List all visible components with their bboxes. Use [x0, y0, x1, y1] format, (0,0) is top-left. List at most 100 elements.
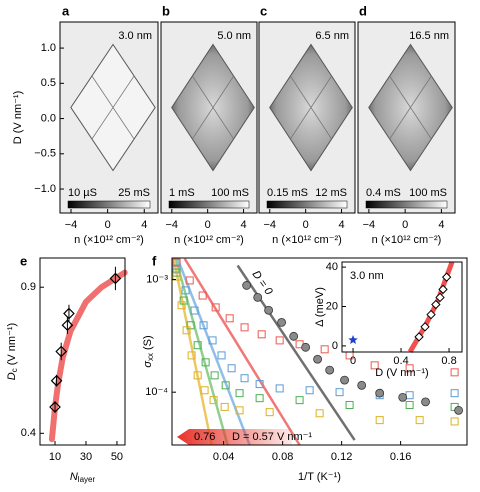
x-tick-label: 0.12 [331, 451, 352, 463]
y-axis-title: Dc (V nm⁻¹) [6, 323, 19, 380]
data-point [275, 336, 284, 345]
data-point [199, 321, 208, 330]
plot-frame [357, 21, 456, 214]
x-axis-title: 1/T (K⁻¹) [298, 471, 341, 483]
x-tick-label: 0 [402, 219, 408, 231]
inset-annotation: 3.0 nm [350, 270, 384, 282]
data-point [172, 264, 181, 273]
colorbar-label: 0.4 mS [366, 187, 401, 199]
heatmap-feature [91, 75, 135, 140]
data-point [441, 272, 452, 282]
data-point [253, 293, 263, 302]
data-point [375, 416, 384, 425]
fit-line [174, 258, 229, 446]
data-point [340, 375, 349, 385]
data-point [181, 286, 190, 295]
y-tick-label: 10⁻³ [146, 273, 168, 285]
data-point [450, 389, 459, 398]
data-point [55, 345, 68, 358]
data-point [435, 292, 445, 303]
y-tick-label: 1.0 [41, 42, 56, 54]
panel-annotation: 5.0 nm [217, 30, 251, 42]
colorbar-label: 10 µS [68, 187, 97, 199]
y-tick-label: 20 [326, 300, 338, 312]
colorbar-label: 12 mS [315, 187, 347, 199]
colorbar [168, 200, 250, 209]
data-point [198, 291, 207, 300]
colorbar-label: 100 mS [211, 187, 249, 199]
data-point [235, 389, 244, 398]
panel-annotation: 16.5 nm [409, 30, 449, 42]
data-point [375, 388, 385, 398]
colorbar [67, 200, 151, 209]
data-point [454, 405, 463, 415]
annotation-arrow [177, 429, 292, 445]
x-tick-label: 0.8 [441, 355, 456, 367]
data-point [305, 386, 314, 395]
data-point [301, 342, 311, 352]
data-point [227, 364, 236, 373]
x-tick-label: 30 [80, 451, 92, 463]
data-point [49, 401, 61, 413]
x-axis-title: n (×10¹² cm⁻²) [174, 234, 244, 246]
data-point [315, 409, 324, 418]
x-tick-label: −4 [263, 219, 276, 231]
x-axis-title: n (×10¹² cm⁻²) [372, 234, 442, 246]
panel-label: a [62, 3, 70, 18]
panel-label: b [162, 3, 170, 18]
panel-label: e [20, 253, 27, 268]
data-point [193, 371, 202, 380]
x-axis-title: Nlayer [70, 471, 96, 484]
x-tick-label: 0.08 [272, 451, 293, 463]
y-axis-title-unit: (V nm⁻¹) [6, 323, 18, 365]
x-tick-label: 0 [105, 219, 111, 231]
panel-label: d [359, 3, 367, 18]
data-point [415, 416, 424, 425]
data-point [275, 384, 284, 393]
panel-annotation: 6.5 nm [315, 30, 349, 42]
data-point [255, 394, 264, 403]
data-point [313, 354, 322, 364]
data-point [357, 380, 367, 390]
colorbar-label: 0.15 mS [267, 187, 308, 199]
data-point [109, 272, 122, 285]
y-axis-title-sub: c [10, 368, 19, 372]
data-point [295, 396, 304, 405]
x-tick-label: 0 [205, 219, 211, 231]
annotation: 0.76 [194, 431, 215, 443]
x-tick-label: −4 [65, 219, 78, 231]
data-point [240, 374, 249, 383]
panel-label: c [260, 3, 267, 18]
data-point [208, 336, 217, 345]
x-tick-label: −4 [363, 219, 376, 231]
y-tick-label: 40 [326, 261, 338, 273]
y-tick-label: 0.9 [21, 281, 36, 293]
plot-frame [39, 257, 126, 446]
x-tick-label: 0.4 [393, 355, 408, 367]
data-point [185, 276, 194, 285]
data-point [257, 330, 266, 339]
x-axis-title-sub: layer [78, 475, 96, 484]
data-point [63, 307, 75, 320]
panel-label: f [152, 253, 157, 268]
data-point [193, 341, 202, 350]
data-point [190, 306, 199, 315]
data-point [242, 281, 252, 290]
annotation: D = 0 [250, 269, 276, 298]
y-tick-label: −1.0 [34, 183, 56, 195]
data-point [414, 332, 424, 342]
y-tick-label: 0.4 [21, 427, 36, 439]
fit-line [183, 257, 301, 446]
data-point [264, 305, 274, 315]
x-tick-label: −4 [165, 219, 178, 231]
data-point [217, 351, 226, 360]
x-tick-label: 50 [111, 451, 123, 463]
colorbar [266, 200, 348, 209]
y-axis-title-unit: (S) [142, 335, 154, 350]
data-point [277, 317, 286, 327]
heatmap-feature [389, 75, 432, 140]
x-tick-label: 0 [303, 219, 309, 231]
data-point [177, 301, 186, 310]
data-point [426, 309, 436, 320]
